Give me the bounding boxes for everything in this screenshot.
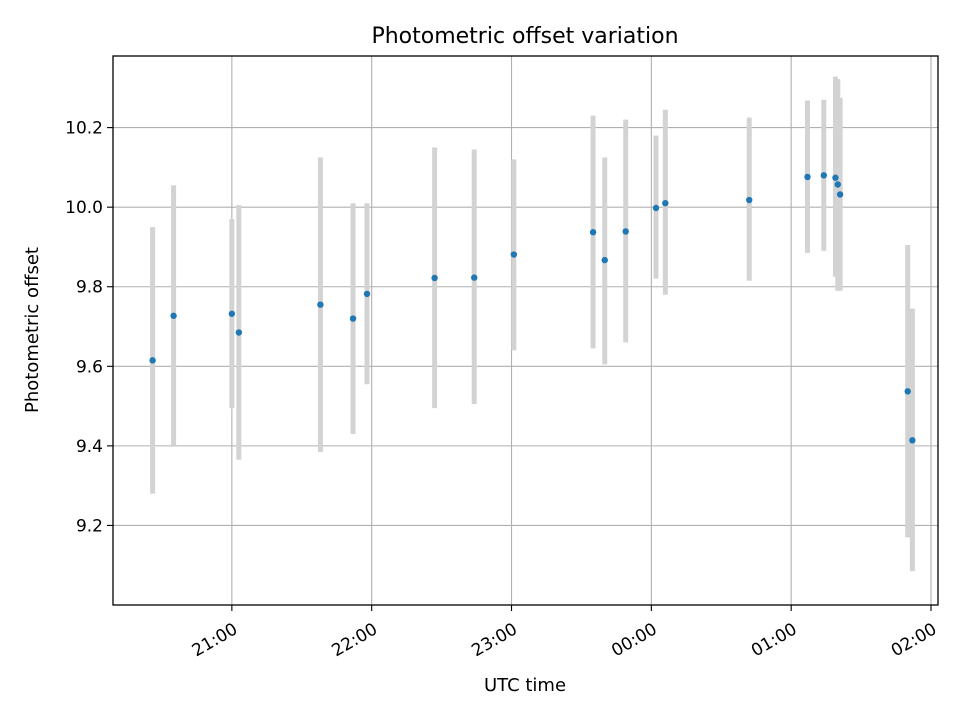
data-point <box>836 191 844 198</box>
data-point <box>832 174 839 181</box>
data-point <box>904 388 911 395</box>
data-point <box>510 251 518 258</box>
data-point <box>746 196 753 204</box>
data-point <box>804 173 811 181</box>
y-axis-label: Photometric offset <box>22 247 43 413</box>
y-tick-label: 10.2 <box>65 119 103 139</box>
data-point <box>363 290 371 298</box>
data-point <box>228 310 236 317</box>
data-point <box>471 274 478 281</box>
y-tick-label: 9.8 <box>76 278 103 298</box>
x-axis-label: UTC time <box>484 675 566 696</box>
y-axis-ticks: 9.2 9.4 9.6 9.8 10.0 10.2 <box>65 119 113 536</box>
data-point <box>652 204 660 212</box>
data-points <box>149 172 916 444</box>
grid <box>113 56 938 605</box>
data-point <box>431 274 438 282</box>
y-tick-label: 9.4 <box>76 437 103 457</box>
data-point <box>820 172 828 179</box>
plot-frame <box>112 55 939 606</box>
y-tick-label: 9.2 <box>76 516 103 536</box>
y-tick-label: 9.6 <box>76 357 103 377</box>
data-point <box>622 228 629 235</box>
data-point <box>589 229 597 236</box>
y-tick-label: 10.0 <box>65 198 103 218</box>
data-point <box>149 357 156 364</box>
data-point <box>909 437 916 444</box>
data-point <box>834 181 841 188</box>
data-point <box>170 312 177 319</box>
data-point <box>601 256 608 264</box>
chart-title: Photometric offset variation <box>371 24 678 49</box>
data-point <box>349 315 357 322</box>
data-point <box>235 329 243 336</box>
data-point <box>662 199 669 207</box>
data-point <box>317 301 324 308</box>
